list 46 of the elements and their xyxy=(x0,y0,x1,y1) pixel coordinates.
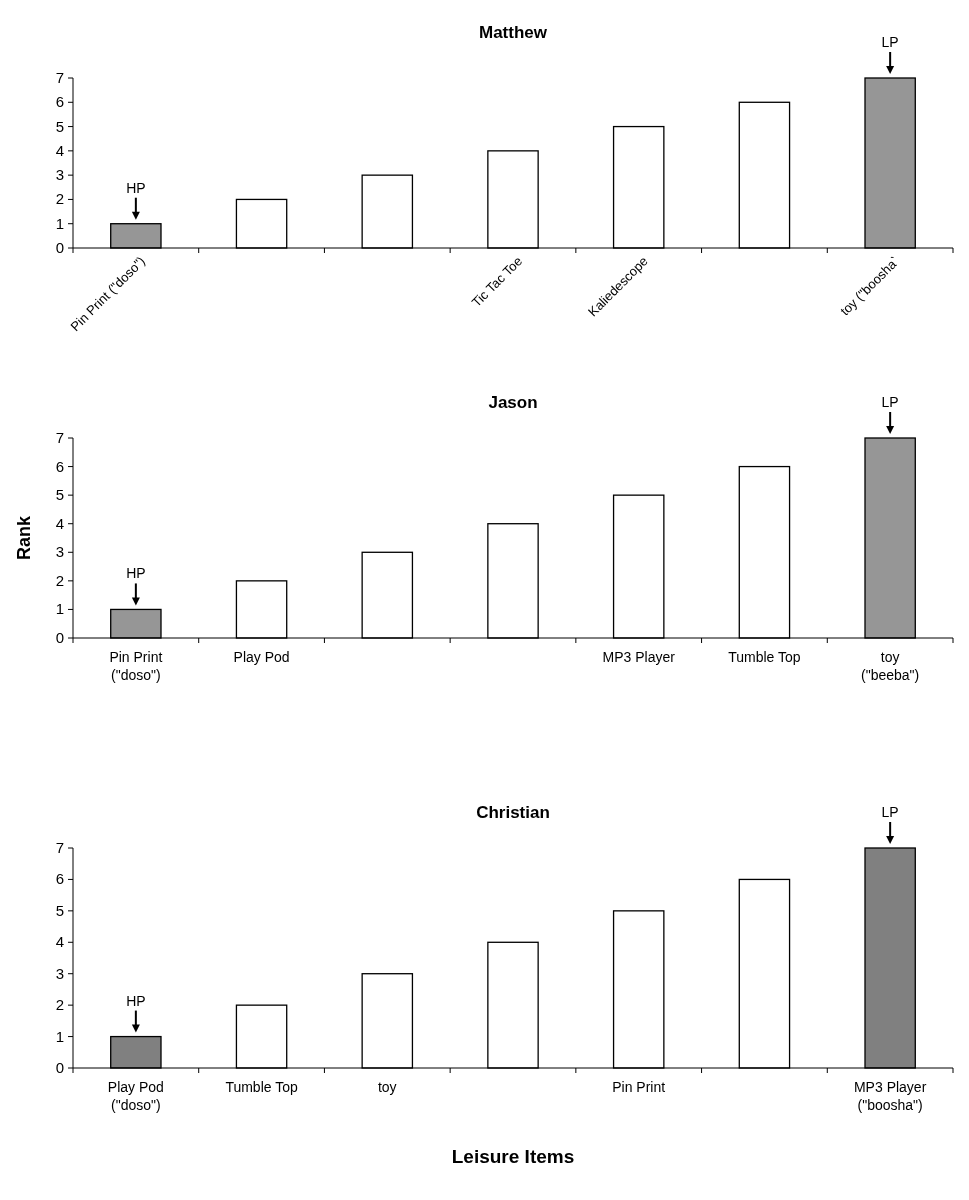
y-tick-label: 6 xyxy=(55,457,64,475)
x-tick-label: toy ("beeba") xyxy=(861,649,920,683)
y-axis-title: Rank xyxy=(14,515,34,561)
y-tick-label: 6 xyxy=(55,93,64,111)
x-tick-label: Pin Print ("doso") xyxy=(109,649,163,683)
y-tick-label: 7 xyxy=(55,69,64,86)
y-tick-label: 2 xyxy=(55,190,64,208)
x-axis-title: Leisure Items xyxy=(451,1146,575,1167)
y-tick-label: 5 xyxy=(55,901,64,919)
y-tick-label: 5 xyxy=(55,117,64,135)
x-tick-label: Tumble Top xyxy=(728,649,801,665)
y-tick-label: 2 xyxy=(55,571,64,589)
x-tick-label: Pin Print xyxy=(612,1079,666,1095)
y-tick-label: 6 xyxy=(55,870,64,888)
x-tick-label: MP3 Player xyxy=(602,649,676,665)
annotation: HP xyxy=(126,565,146,582)
annotation: HP xyxy=(126,179,146,196)
y-tick-label: 1 xyxy=(55,1027,64,1045)
y-tick-label: 2 xyxy=(55,996,64,1014)
y-tick-label: 0 xyxy=(55,1059,64,1076)
y-tick-label: 3 xyxy=(55,543,64,561)
x-tick-label: Play Pod xyxy=(233,649,290,665)
y-tick-label: 4 xyxy=(55,514,64,532)
annotation: LP xyxy=(881,394,899,410)
chart-title: Christian xyxy=(476,803,550,822)
y-tick-label: 5 xyxy=(55,486,64,504)
y-tick-label: 3 xyxy=(55,166,64,184)
x-tick-label: Tumble Top xyxy=(225,1079,298,1095)
y-tick-label: 3 xyxy=(55,964,64,982)
y-tick-label: 4 xyxy=(55,933,64,951)
y-tick-label: 1 xyxy=(55,214,64,232)
chart-title: Jason xyxy=(488,393,538,412)
annotation: HP xyxy=(126,992,146,1009)
x-tick-label: Play Pod ("doso") xyxy=(107,1079,164,1113)
y-tick-label: 0 xyxy=(55,629,64,646)
x-tick-label: MP3 Player ("boosha") xyxy=(853,1079,927,1113)
chart-title: Matthew xyxy=(479,23,548,42)
y-tick-label: 7 xyxy=(55,429,64,446)
y-tick-label: 1 xyxy=(55,600,64,618)
y-tick-label: 7 xyxy=(55,839,64,856)
y-tick-label: 0 xyxy=(55,239,64,256)
x-tick-label: toy xyxy=(377,1079,397,1095)
annotation: LP xyxy=(881,804,899,820)
x-tick-label: Tic Tac Toe xyxy=(468,253,526,310)
annotation: LP xyxy=(881,34,899,50)
y-tick-label: 4 xyxy=(55,141,64,159)
